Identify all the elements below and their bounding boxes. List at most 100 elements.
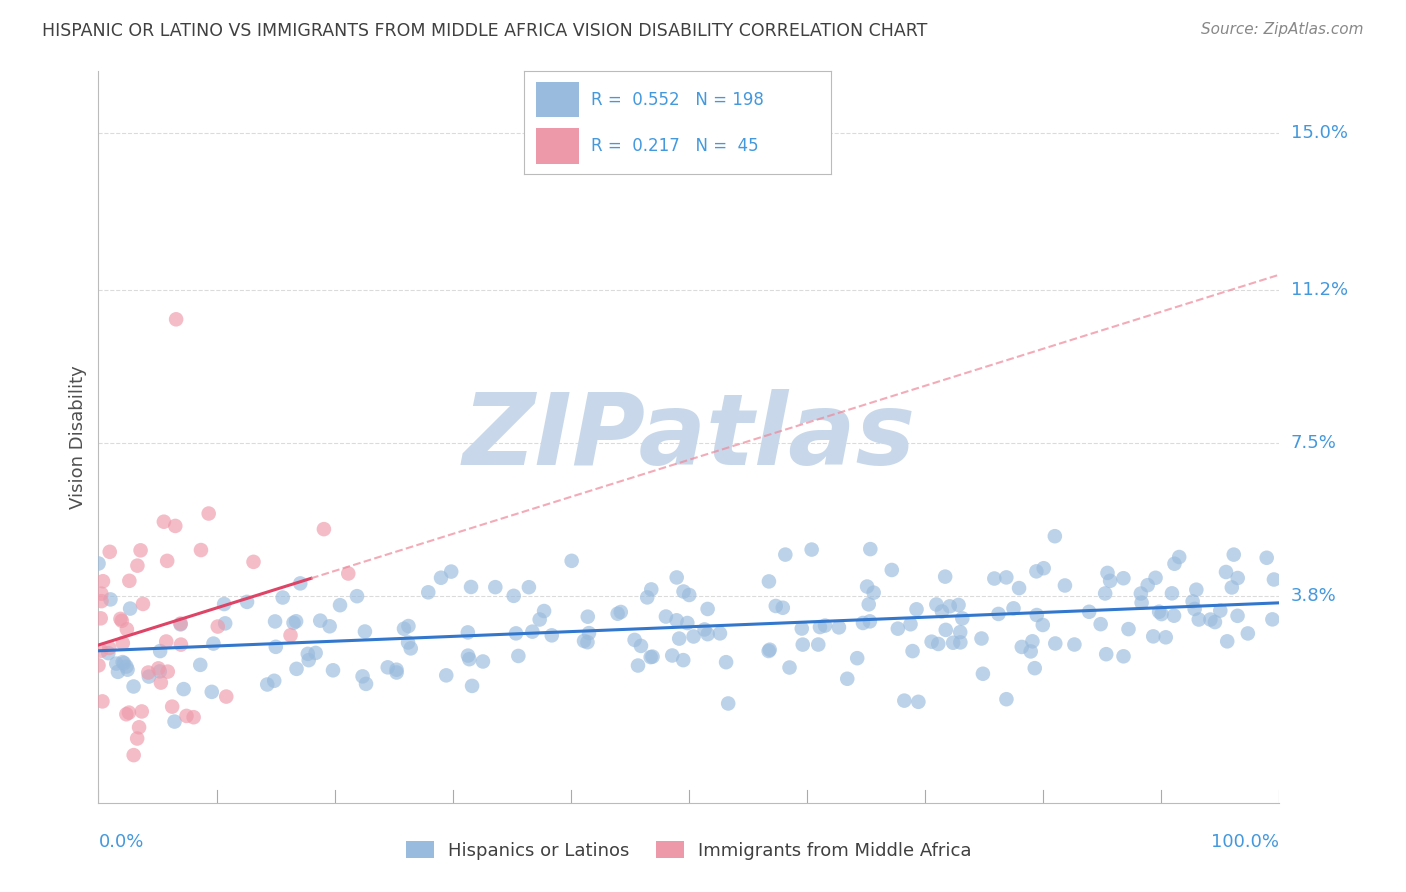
Point bbox=[790, 622, 813, 636]
Point bbox=[329, 598, 352, 612]
Point bbox=[907, 695, 929, 709]
Point bbox=[165, 519, 187, 533]
Point bbox=[533, 604, 555, 618]
Point bbox=[672, 653, 695, 667]
Point bbox=[1161, 586, 1184, 600]
Point bbox=[115, 622, 138, 636]
Text: 15.0%: 15.0% bbox=[1291, 124, 1347, 143]
Point bbox=[90, 611, 112, 625]
Point bbox=[107, 665, 129, 679]
Point bbox=[173, 682, 195, 697]
Point bbox=[828, 620, 851, 634]
Point bbox=[430, 571, 453, 585]
Point bbox=[1090, 617, 1112, 632]
Point bbox=[100, 592, 122, 607]
Point bbox=[280, 628, 302, 642]
Point bbox=[1025, 607, 1047, 622]
Point bbox=[98, 545, 121, 559]
Point bbox=[927, 637, 949, 651]
Point bbox=[160, 699, 183, 714]
Point bbox=[460, 580, 482, 594]
Point bbox=[117, 663, 139, 677]
Point bbox=[1032, 561, 1054, 575]
Point bbox=[1112, 571, 1135, 585]
Point bbox=[678, 588, 700, 602]
Point bbox=[623, 632, 645, 647]
Point bbox=[572, 634, 595, 648]
Point bbox=[775, 548, 797, 562]
Point bbox=[242, 555, 264, 569]
Point bbox=[110, 612, 132, 626]
Point bbox=[90, 587, 112, 601]
Point bbox=[1025, 565, 1047, 579]
Point bbox=[921, 634, 943, 648]
Point bbox=[149, 665, 172, 679]
Point bbox=[1142, 629, 1164, 643]
Point bbox=[846, 651, 869, 665]
Point bbox=[931, 605, 953, 619]
Point bbox=[1063, 638, 1085, 652]
Point bbox=[176, 709, 198, 723]
Point bbox=[91, 574, 114, 589]
Text: HISPANIC OR LATINO VS IMMIGRANTS FROM MIDDLE AFRICA VISION DISABILITY CORRELATIO: HISPANIC OR LATINO VS IMMIGRANTS FROM MI… bbox=[42, 22, 928, 40]
Point bbox=[201, 685, 224, 699]
Point bbox=[1002, 601, 1025, 615]
Point bbox=[169, 617, 191, 632]
Point bbox=[298, 653, 321, 667]
Point bbox=[696, 602, 718, 616]
Point bbox=[862, 585, 884, 599]
Point bbox=[665, 570, 688, 584]
Point bbox=[765, 599, 787, 613]
Point bbox=[163, 714, 186, 729]
Point bbox=[212, 597, 235, 611]
Point bbox=[522, 624, 544, 639]
Point bbox=[202, 637, 225, 651]
Point bbox=[98, 640, 121, 655]
Point bbox=[1237, 626, 1260, 640]
Point bbox=[887, 622, 910, 636]
Point bbox=[1163, 608, 1185, 623]
Point bbox=[1256, 550, 1278, 565]
Point bbox=[693, 623, 716, 637]
Point bbox=[190, 543, 212, 558]
Point bbox=[814, 618, 837, 632]
Point bbox=[115, 659, 138, 673]
Point bbox=[165, 312, 187, 326]
Point bbox=[170, 638, 193, 652]
Point bbox=[434, 668, 457, 682]
Point bbox=[502, 589, 524, 603]
Point bbox=[122, 680, 145, 694]
Point bbox=[1226, 608, 1249, 623]
Point bbox=[807, 638, 830, 652]
Point bbox=[972, 666, 994, 681]
Point bbox=[852, 615, 875, 630]
Point bbox=[1204, 615, 1226, 629]
Point bbox=[132, 597, 155, 611]
Point bbox=[155, 634, 177, 648]
Point bbox=[900, 617, 922, 632]
Point bbox=[529, 613, 551, 627]
Point bbox=[418, 585, 440, 599]
Point bbox=[1168, 549, 1191, 564]
Point bbox=[1216, 634, 1239, 648]
Point bbox=[120, 601, 142, 615]
Point bbox=[312, 522, 335, 536]
Point bbox=[354, 677, 377, 691]
Point bbox=[131, 705, 153, 719]
Point bbox=[1011, 640, 1033, 654]
Point bbox=[207, 619, 229, 633]
Point bbox=[136, 665, 159, 680]
Point bbox=[346, 589, 368, 603]
Point bbox=[1144, 571, 1167, 585]
Point bbox=[297, 647, 319, 661]
Point bbox=[290, 576, 312, 591]
Point bbox=[285, 662, 308, 676]
Point bbox=[1112, 649, 1135, 664]
Text: ZIPatlas: ZIPatlas bbox=[463, 389, 915, 485]
Point bbox=[183, 710, 205, 724]
Point bbox=[122, 748, 145, 763]
Point bbox=[91, 694, 114, 708]
Point bbox=[271, 591, 294, 605]
Point bbox=[672, 584, 695, 599]
Point bbox=[893, 693, 915, 707]
